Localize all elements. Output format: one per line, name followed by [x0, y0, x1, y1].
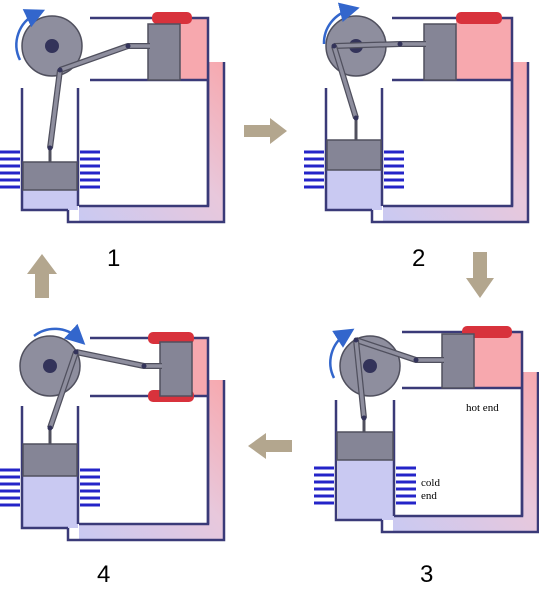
- displacer-piston: [336, 431, 394, 461]
- cold-cylinder-wall: [334, 400, 396, 522]
- flow-arrow-right: [244, 118, 287, 144]
- pivot: [47, 425, 53, 431]
- flywheel-hub: [43, 359, 57, 373]
- rotation-arrow: [329, 328, 355, 379]
- hot-cylinder-gas: [180, 18, 208, 80]
- hot-cylinder-gas: [456, 18, 512, 80]
- power-piston: [423, 23, 457, 81]
- displacer-rod-fill: [48, 351, 78, 429]
- engine-stage-3: hot end cold end: [314, 326, 539, 534]
- cold-end-label-line1: cold: [421, 477, 440, 489]
- tube-outline: [66, 62, 226, 224]
- rotation-arrow: [33, 323, 86, 345]
- displacer-piston: [22, 443, 78, 477]
- gas-tube: [79, 380, 224, 540]
- hot-cylinder-gas: [474, 332, 522, 388]
- cold-end-label-line2: end: [421, 490, 437, 502]
- flow-arrow-down: [466, 252, 494, 298]
- pivot: [47, 145, 53, 151]
- pivot: [353, 337, 359, 343]
- displacer-rod-fill: [354, 339, 366, 419]
- engine-stage-4: [0, 323, 226, 542]
- stage-number-2: 2: [412, 245, 425, 272]
- power-piston: [147, 23, 181, 81]
- gas-tube: [393, 372, 538, 532]
- cooling-fins: [0, 468, 100, 507]
- flywheel-hub: [363, 359, 377, 373]
- hot-end-cap: [148, 332, 194, 344]
- pivot: [73, 349, 79, 355]
- pivot: [125, 43, 131, 49]
- displacer-piston: [22, 161, 78, 191]
- hot-cylinder-gas: [192, 338, 208, 396]
- engine-stage-1: [0, 9, 226, 224]
- pivot: [141, 363, 147, 369]
- rotation-arrow: [15, 9, 46, 61]
- power-piston: [159, 341, 193, 397]
- power-piston: [441, 333, 475, 389]
- flywheel-hub: [45, 39, 59, 53]
- cold-cylinder-wall: [20, 88, 80, 212]
- cold-cylinder-gas: [326, 170, 382, 210]
- cold-cylinder-wall: [324, 88, 384, 212]
- pivot: [353, 115, 359, 121]
- tube-outline: [370, 62, 530, 224]
- hot-end-label: hot end: [466, 402, 499, 414]
- flow-arrow-left: [248, 433, 292, 459]
- pivot: [361, 415, 367, 421]
- stage-number-4: 4: [97, 561, 110, 588]
- flow-arrow-up: [27, 254, 57, 298]
- pivot: [57, 67, 63, 73]
- tube-outline: [380, 372, 539, 534]
- displacer-rod-fill: [48, 69, 62, 149]
- cooling-fins: [304, 150, 404, 189]
- gas-tube: [383, 62, 528, 222]
- displacer-piston: [326, 139, 382, 171]
- tube-outline: [66, 380, 226, 542]
- connecting-rod-fill: [333, 42, 426, 48]
- cold-cylinder-wall: [20, 406, 80, 530]
- cold-cylinder-gas: [22, 476, 78, 528]
- cold-cylinder-gas: [22, 190, 78, 210]
- pivot: [413, 357, 419, 363]
- displacer-rod-fill: [332, 45, 358, 119]
- engine-stage-2: [304, 2, 530, 224]
- rotation-arrow: [322, 2, 360, 45]
- stage-number-3: 3: [420, 561, 433, 588]
- pivot: [331, 43, 337, 49]
- cooling-fins: [314, 466, 416, 505]
- gas-tube: [79, 62, 224, 222]
- stage-number-1: 1: [107, 245, 120, 272]
- cold-cylinder-gas: [338, 460, 394, 520]
- hot-end-cap: [152, 12, 192, 24]
- pivot: [397, 41, 403, 47]
- cooling-fins: [0, 150, 100, 189]
- hot-end-cap: [456, 12, 502, 24]
